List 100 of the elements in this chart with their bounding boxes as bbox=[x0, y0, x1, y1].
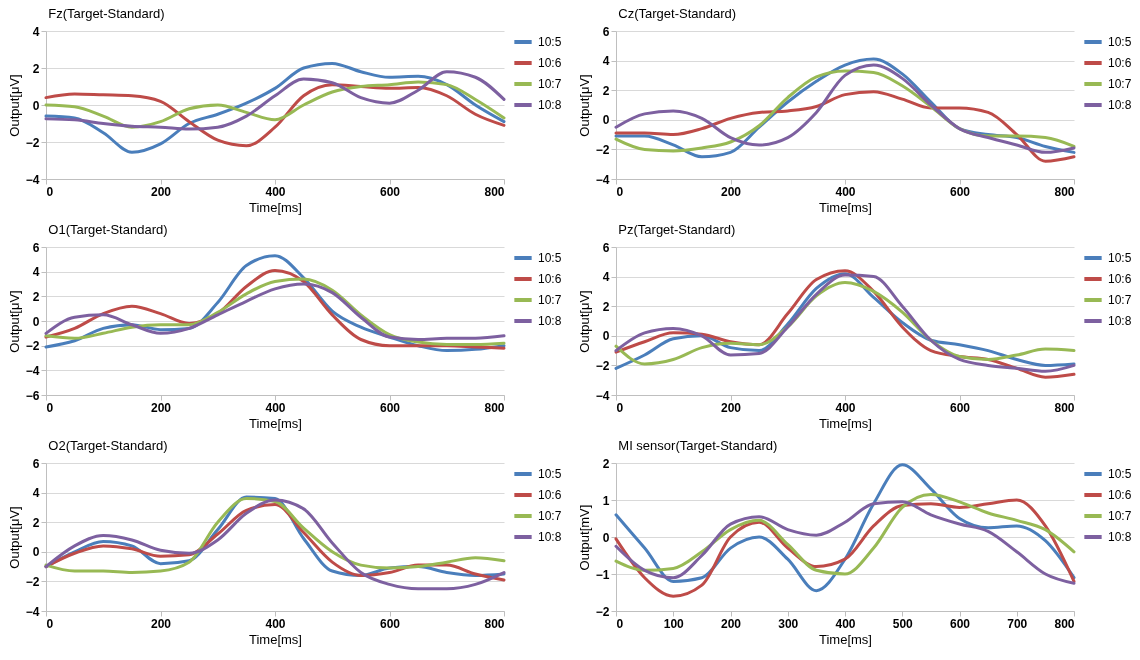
y-tick-label: −2 bbox=[595, 358, 610, 373]
x-tick-label: 200 bbox=[720, 184, 742, 199]
y-tick-label: 2 bbox=[32, 61, 40, 76]
y-tick-label: 4 bbox=[32, 265, 40, 280]
y-axis-title: Output[μV] bbox=[576, 290, 592, 353]
legend-label: 10:6 bbox=[538, 272, 562, 286]
x-tick-label: 400 bbox=[265, 616, 286, 631]
x-tick-label: 200 bbox=[720, 616, 742, 631]
y-tick-label: 0 bbox=[32, 98, 40, 113]
y-tick-label: −1 bbox=[595, 567, 610, 582]
legend-label: 10:7 bbox=[538, 509, 562, 523]
y-tick-label: 2 bbox=[602, 456, 610, 471]
y-tick-label: 6 bbox=[602, 240, 610, 255]
chart-title: O2(Target-Standard) bbox=[48, 438, 168, 453]
x-axis-title: Time[ms] bbox=[249, 631, 302, 647]
legend-label: 10:7 bbox=[1108, 509, 1132, 523]
y-tick-label: −6 bbox=[25, 388, 40, 403]
legend-label: 10:8 bbox=[1108, 314, 1132, 328]
x-tick-label: 200 bbox=[150, 400, 172, 415]
chart-title: O1(Target-Standard) bbox=[48, 222, 168, 237]
line-series bbox=[614, 492, 1076, 576]
chart-title: MI sensor(Target-Standard) bbox=[618, 438, 778, 453]
y-tick-label: −2 bbox=[595, 142, 610, 157]
x-tick-label: 800 bbox=[484, 616, 505, 631]
legend-label: 10:6 bbox=[1108, 488, 1132, 502]
legend-label: 10:8 bbox=[538, 530, 562, 544]
legend-label: 10:5 bbox=[538, 35, 562, 49]
y-axis-title: Output[μV] bbox=[576, 74, 592, 137]
y-tick-label: −4 bbox=[25, 604, 40, 619]
y-tick-label: 4 bbox=[602, 54, 610, 69]
x-tick-label: 800 bbox=[484, 184, 505, 199]
y-tick-label: 2 bbox=[32, 515, 40, 530]
legend-label: 10:6 bbox=[538, 56, 562, 70]
line-series bbox=[44, 80, 506, 129]
x-tick-label: 600 bbox=[949, 616, 971, 631]
x-tick-label: 800 bbox=[1054, 616, 1075, 631]
x-tick-label: 0 bbox=[46, 616, 54, 631]
y-axis-title: Output[μV] bbox=[6, 290, 22, 353]
y-tick-label: −2 bbox=[25, 135, 40, 150]
legend-label: 10:5 bbox=[1108, 467, 1132, 481]
y-tick-label: −2 bbox=[25, 339, 40, 354]
x-tick-label: 200 bbox=[150, 616, 172, 631]
y-tick-label: 4 bbox=[32, 24, 40, 39]
x-tick-label: 0 bbox=[46, 184, 54, 199]
legend-label: 10:7 bbox=[538, 293, 562, 307]
x-tick-label: 600 bbox=[379, 184, 401, 199]
x-tick-label: 0 bbox=[46, 400, 54, 415]
chart-title: Pz(Target-Standard) bbox=[618, 222, 736, 237]
y-tick-label: −4 bbox=[25, 172, 40, 187]
x-tick-label: 400 bbox=[835, 184, 856, 199]
x-tick-label: 600 bbox=[949, 184, 971, 199]
legend-label: 10:6 bbox=[538, 488, 562, 502]
x-tick-label: 600 bbox=[949, 400, 971, 415]
x-tick-label: 200 bbox=[150, 184, 172, 199]
legend-label: 10:8 bbox=[1108, 530, 1132, 544]
x-tick-label: 800 bbox=[1054, 184, 1075, 199]
x-tick-label: 600 bbox=[379, 400, 401, 415]
legend-label: 10:5 bbox=[1108, 251, 1132, 265]
legend-label: 10:6 bbox=[1108, 272, 1132, 286]
chart-title: Cz(Target-Standard) bbox=[618, 6, 737, 21]
y-tick-label: −2 bbox=[25, 574, 40, 589]
x-tick-label: 500 bbox=[892, 616, 914, 631]
chart-title: Fz(Target-Standard) bbox=[48, 6, 165, 21]
y-tick-label: 0 bbox=[602, 329, 610, 344]
y-tick-label: −2 bbox=[595, 604, 610, 619]
legend-label: 10:7 bbox=[538, 77, 562, 91]
y-tick-label: −4 bbox=[25, 363, 40, 378]
y-tick-label: 4 bbox=[32, 486, 40, 501]
legend-label: 10:5 bbox=[538, 467, 562, 481]
y-tick-label: 2 bbox=[602, 83, 610, 98]
x-tick-label: 0 bbox=[616, 184, 624, 199]
x-axis-title: Time[ms] bbox=[819, 415, 872, 431]
line-series bbox=[44, 70, 506, 131]
y-tick-label: 0 bbox=[602, 113, 610, 128]
y-tick-label: 0 bbox=[32, 545, 40, 560]
x-axis-title: Time[ms] bbox=[249, 415, 302, 431]
x-axis-title: Time[ms] bbox=[819, 631, 872, 647]
x-tick-label: 100 bbox=[663, 616, 685, 631]
x-tick-label: 0 bbox=[616, 616, 624, 631]
x-tick-label: 400 bbox=[835, 400, 856, 415]
y-tick-label: −4 bbox=[595, 172, 610, 187]
x-tick-label: 400 bbox=[265, 400, 286, 415]
y-tick-label: 2 bbox=[32, 289, 40, 304]
x-tick-label: 400 bbox=[835, 616, 856, 631]
y-tick-label: 2 bbox=[602, 299, 610, 314]
legend-label: 10:8 bbox=[1108, 98, 1132, 112]
y-axis-title: Output[mV] bbox=[576, 504, 592, 571]
y-axis-title: Output[μV] bbox=[6, 74, 22, 137]
x-tick-label: 400 bbox=[265, 184, 286, 199]
legend-label: 10:6 bbox=[1108, 56, 1132, 70]
line-series bbox=[44, 61, 506, 154]
line-series bbox=[44, 83, 506, 148]
x-tick-label: 200 bbox=[720, 400, 742, 415]
x-tick-label: 700 bbox=[1007, 616, 1028, 631]
legend-label: 10:7 bbox=[1108, 293, 1132, 307]
y-axis-title: Output[μV] bbox=[6, 506, 22, 569]
x-tick-label: 800 bbox=[484, 400, 505, 415]
x-tick-label: 300 bbox=[778, 616, 799, 631]
legend-label: 10:5 bbox=[1108, 35, 1132, 49]
x-tick-label: 0 bbox=[616, 400, 624, 415]
